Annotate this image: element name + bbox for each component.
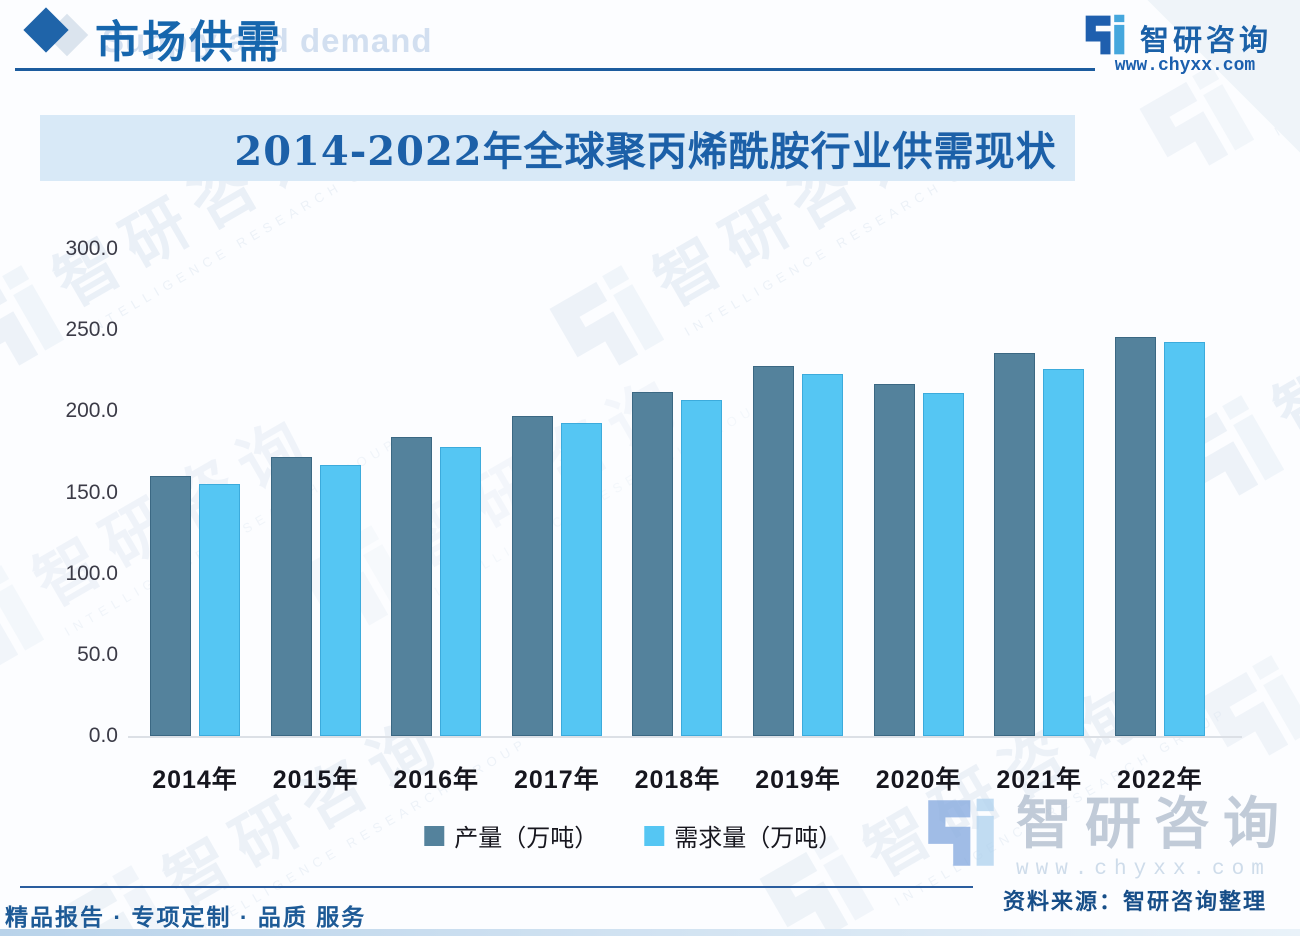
x-axis-label: 2015年 <box>272 766 359 794</box>
zhiyan-logo-icon <box>1082 12 1128 63</box>
bottom-brand-watermark: 智研咨询 www.chyxx.com <box>922 794 1292 881</box>
chart-legend: 产量（万吨） 需求量（万吨） <box>424 818 842 853</box>
y-tick-label: 250.0 <box>65 318 118 342</box>
footer-tagline: 精品报告 · 专项定制 · 品质 服务 <box>5 904 367 930</box>
bar-demand-2021年 <box>1043 369 1085 736</box>
x-axis-label: 2017年 <box>513 766 600 794</box>
legend-item-demand: 需求量（万吨） <box>644 818 842 853</box>
legend-item-production: 产量（万吨） <box>424 818 598 853</box>
page-title: 市场供需 <box>95 17 283 68</box>
page-header: Supply and demand 市场供需 智研咨询 www.chyxx.co… <box>0 0 1300 76</box>
legend-swatch-icon <box>644 825 665 846</box>
bar-production-2022年 <box>1114 336 1156 736</box>
brand-url: www.chyxx.com <box>1114 56 1256 76</box>
y-tick-label: 50.0 <box>77 642 118 666</box>
bar-demand-2016年 <box>440 447 482 736</box>
bar-production-2021年 <box>994 352 1036 736</box>
bar-demand-2017年 <box>560 422 602 736</box>
bar-demand-2014年 <box>199 484 240 736</box>
bar-demand-2022年 <box>1163 341 1205 736</box>
x-axis-label: 2020年 <box>875 766 962 794</box>
x-axis-label: 2021年 <box>996 766 1082 794</box>
x-axis-label: 2018年 <box>634 766 721 794</box>
bottom-brand-name: 智研咨询 <box>1016 792 1292 857</box>
chart-title-banner: 2014-2022年全球聚丙烯酰胺行业供需现状 <box>40 115 1075 181</box>
header-divider <box>15 68 1095 71</box>
x-axis-line <box>128 736 1242 738</box>
bar-production-2016年 <box>391 437 433 736</box>
legend-label: 需求量（万吨） <box>674 825 843 852</box>
bar-demand-2020年 <box>922 393 964 736</box>
legend-label: 产量（万吨） <box>454 825 599 852</box>
x-axis-label: 2019年 <box>755 766 841 794</box>
y-tick-label: 300.0 <box>65 237 118 260</box>
footer-divider <box>20 886 973 888</box>
bar-production-2018年 <box>632 391 674 736</box>
y-tick-label: 100.0 <box>65 561 118 585</box>
brand-name: 智研咨询 <box>1139 24 1272 57</box>
data-source-note: 资料来源：智研咨询整理 <box>1003 889 1268 914</box>
x-axis-label: 2016年 <box>393 766 479 794</box>
bar-demand-2019年 <box>802 373 843 736</box>
x-axis-label: 2014年 <box>152 766 238 794</box>
y-tick-label: 0.0 <box>88 724 118 747</box>
header-subtitle-en: Supply and demand <box>102 22 433 59</box>
zhiyan-logo-watermark-icon <box>922 794 1000 877</box>
bar-production-2019年 <box>753 365 794 736</box>
brand-block: 智研咨询 <box>1082 12 1272 63</box>
y-tick-label: 150.0 <box>65 480 118 504</box>
bar-production-2020年 <box>873 383 915 736</box>
bar-production-2014年 <box>150 476 191 736</box>
y-tick-label: 200.0 <box>65 399 118 423</box>
bar-demand-2018年 <box>681 399 723 736</box>
bar-production-2017年 <box>511 416 553 736</box>
x-axis-label: 2022年 <box>1116 766 1203 794</box>
bar-demand-2015年 <box>319 464 361 736</box>
bottom-accent-strip <box>0 929 1300 936</box>
chart-title: 2014-2022年全球聚丙烯酰胺行业供需现状 <box>234 128 1057 175</box>
bar-production-2015年 <box>270 456 312 736</box>
bottom-brand-url: www.chyxx.com <box>1016 857 1271 881</box>
legend-swatch-icon <box>424 825 445 846</box>
